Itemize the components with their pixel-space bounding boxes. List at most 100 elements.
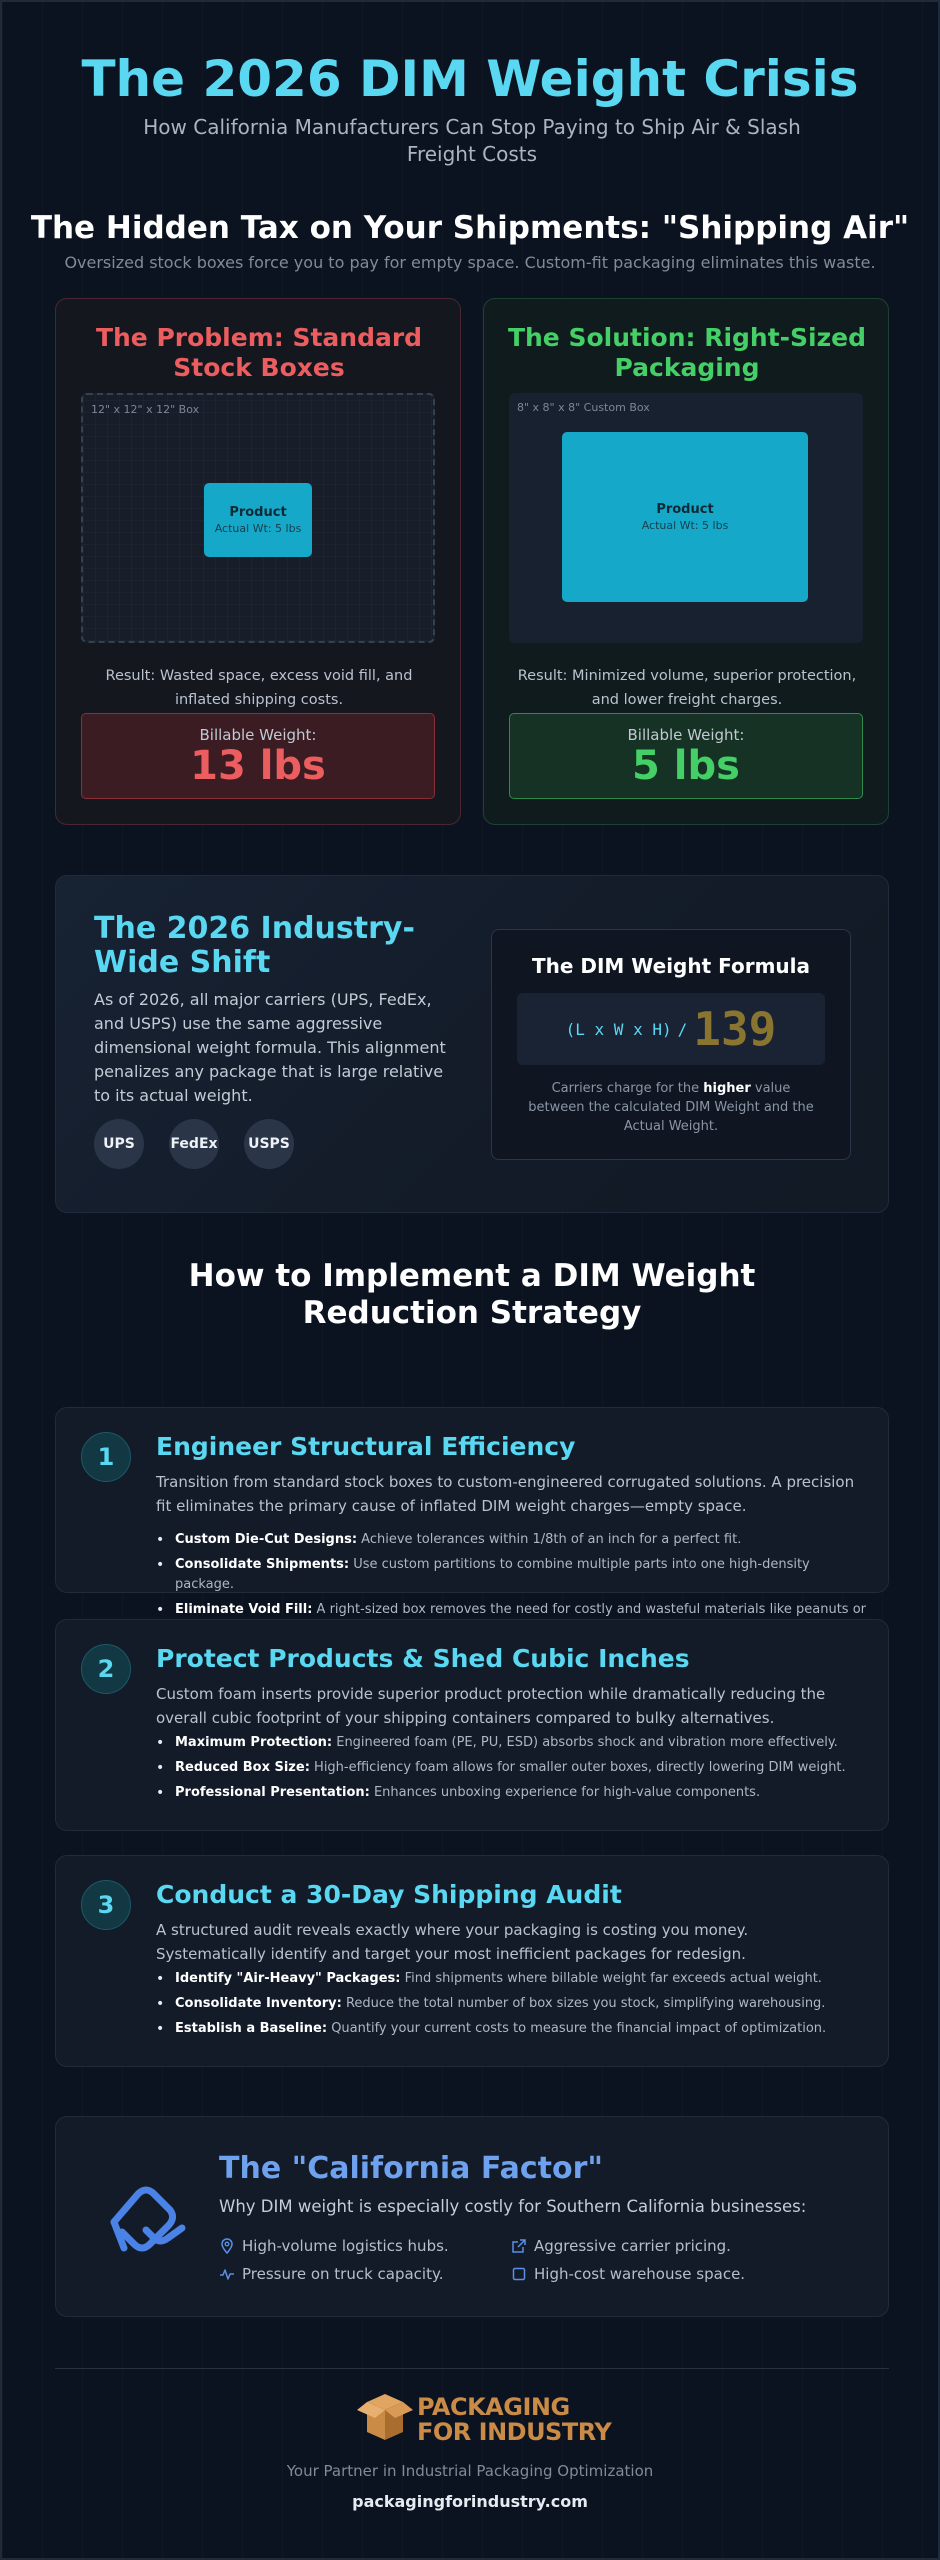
list-item: Professional Presentation: Enhances unbo… (156, 1783, 866, 1803)
california-item-text: Aggressive carrier pricing. (534, 2237, 731, 2255)
item-bold: Maximum Protection: (175, 1735, 333, 1750)
solution-billable-box: Billable Weight: 5 lbs (509, 713, 863, 799)
formula-note-bold: higher (703, 1081, 751, 1096)
website-link[interactable]: packagingforindustry.com (352, 2492, 588, 2511)
formula-box: (L x W x H) / 139 (517, 993, 825, 1065)
step-description: Transition from standard stock boxes to … (156, 1473, 855, 1515)
item-text: Enhances unboxing experience for high-va… (369, 1785, 761, 1800)
product-weight: Actual Wt: 5 lbs (214, 522, 302, 535)
california-logo-icon (110, 2186, 186, 2252)
carrier-ups-badge: UPS (94, 1119, 144, 1169)
item-text: Achieve tolerances within 1/8th of an in… (357, 1532, 742, 1547)
california-title: The "California Factor" (219, 2151, 603, 2186)
carrier-fedex-badge: FedEx (169, 1119, 219, 1169)
formula-divisor: 139 (693, 1002, 777, 1056)
formula-title: The DIM Weight Formula (531, 954, 811, 978)
strategy-title: How to Implement a DIM Weight Reduction … (188, 1258, 756, 1331)
product-name: Product (229, 505, 287, 520)
custom-box-diagram: 8" x 8" x 8" Custom Box Product Actual W… (509, 393, 863, 643)
formula-note-pre: Carriers charge for the (551, 1081, 704, 1096)
billable-value: 13 lbs (190, 743, 326, 789)
item-bold: Professional Presentation: (175, 1785, 370, 1800)
brand-line-2: FOR INDUSTRY (417, 2418, 612, 2446)
item-bold: Eliminate Void Fill: (175, 1602, 313, 1617)
footer-tagline: Your Partner in Industrial Packaging Opt… (286, 2462, 654, 2480)
solution-card: The Solution: Right-Sized Packaging 8" x… (483, 298, 889, 825)
shift-title: The 2026 Industry-Wide Shift (94, 911, 415, 980)
california-item: High-cost warehouse space. (511, 2265, 745, 2283)
step-number: 1 (81, 1432, 131, 1482)
list-item: Consolidate Inventory: Reduce the total … (156, 1994, 866, 2014)
formula-expression: (L x W x H) (565, 1019, 672, 1039)
step-card-1: 1 Engineer Structural Efficiency Transit… (55, 1407, 889, 1637)
step-description: Custom foam inserts provide superior pro… (156, 1685, 826, 1727)
dim-formula-card: The DIM Weight Formula (L x W x H) / 139… (491, 929, 851, 1160)
page-subtitle: How California Manufacturers Can Stop Pa… (143, 115, 801, 166)
solution-result: Result: Minimized volume, superior prote… (517, 668, 857, 708)
california-item-text: Pressure on truck capacity. (242, 2265, 444, 2283)
problem-billable-box: Billable Weight: 13 lbs (81, 713, 435, 799)
activity-icon (220, 2269, 234, 2280)
step-title: Conduct a 30-Day Shipping Audit (156, 1880, 622, 1909)
california-item: Pressure on truck capacity. (219, 2265, 443, 2283)
stock-box-label: 12" x 12" x 12" Box (91, 403, 200, 416)
step-number: 2 (81, 1644, 131, 1694)
problem-card: The Problem: Standard Stock Boxes 12" x … (55, 298, 461, 825)
billable-label: Billable Weight: (627, 726, 745, 744)
item-text: Engineered foam (PE, PU, ESD) absorbs sh… (332, 1735, 838, 1750)
shift-text: As of 2026, all major carriers (UPS, Fed… (94, 990, 446, 1105)
product-block: Product Actual Wt: 5 lbs (562, 432, 808, 602)
billable-value: 5 lbs (632, 743, 740, 789)
packaging-logo-icon (357, 2394, 413, 2440)
step-card-2: 2 Protect Products & Shed Cubic Inches C… (55, 1619, 889, 1831)
item-bold: Reduced Box Size: (175, 1760, 310, 1775)
solution-title: The Solution: Right-Sized Packaging (507, 323, 867, 382)
formula-note: Carriers charge for the higher value bet… (522, 1079, 820, 1136)
step-list: Identify "Air-Heavy" Packages: Find ship… (156, 1969, 866, 2044)
brand-line-1: PACKAGING (417, 2393, 570, 2421)
footer-divider (55, 2368, 889, 2369)
list-item: Custom Die-Cut Designs: Achieve toleranc… (156, 1530, 866, 1550)
item-bold: Establish a Baseline: (175, 2021, 328, 2036)
hidden-tax-subtitle: Oversized stock boxes force you to pay f… (64, 253, 876, 272)
item-text: Find shipments where billable weight far… (400, 1971, 822, 1986)
hidden-tax-title: The Hidden Tax on Your Shipments: "Shipp… (30, 210, 910, 246)
map-pin-icon (221, 2238, 233, 2254)
item-text: Quantify your current costs to measure t… (327, 2021, 827, 2036)
step-list: Custom Die-Cut Designs: Achieve toleranc… (156, 1530, 866, 1645)
square-icon (512, 2267, 526, 2281)
product-block: Product Actual Wt: 5 lbs (204, 483, 312, 557)
california-item-text: High-cost warehouse space. (534, 2265, 746, 2283)
item-bold: Identify "Air-Heavy" Packages: (175, 1971, 401, 1986)
product-weight: Actual Wt: 5 lbs (641, 519, 729, 532)
page-title: The 2026 DIM Weight Crisis (81, 50, 859, 108)
list-item: Identify "Air-Heavy" Packages: Find ship… (156, 1969, 866, 1989)
custom-box-label: 8" x 8" x 8" Custom Box (517, 401, 650, 414)
california-item-text: High-volume logistics hubs. (242, 2237, 449, 2255)
stock-box-diagram: 12" x 12" x 12" Box Product Actual Wt: 5… (81, 393, 435, 643)
list-item: Establish a Baseline: Quantify your curr… (156, 2019, 866, 2039)
step-description: A structured audit reveals exactly where… (156, 1921, 749, 1963)
list-item: Maximum Protection: Engineered foam (PE,… (156, 1733, 866, 1753)
formula-divide: / (677, 1019, 688, 1039)
problem-title: The Problem: Standard Stock Boxes (95, 323, 423, 382)
problem-result: Result: Wasted space, excess void fill, … (105, 668, 413, 708)
step-title: Engineer Structural Efficiency (156, 1432, 576, 1461)
billable-label: Billable Weight: (199, 726, 317, 744)
footer-brand: PACKAGING FOR INDUSTRY (417, 2393, 612, 2446)
item-text: Use custom partitions to combine multipl… (175, 1557, 810, 1592)
step-card-3: 3 Conduct a 30-Day Shipping Audit A stru… (55, 1855, 889, 2067)
list-item: Reduced Box Size: High-efficiency foam a… (156, 1758, 866, 1778)
california-subtitle: Why DIM weight is especially costly for … (219, 2197, 807, 2216)
item-text: Reduce the total number of box sizes you… (341, 1996, 826, 2011)
industry-shift-card: The 2026 Industry-Wide Shift As of 2026,… (55, 875, 889, 1213)
step-number: 3 (81, 1880, 131, 1930)
step-list: Maximum Protection: Engineered foam (PE,… (156, 1733, 866, 1808)
item-text: High-efficiency foam allows for smaller … (309, 1760, 846, 1775)
california-item: Aggressive carrier pricing. (511, 2237, 731, 2255)
item-bold: Custom Die-Cut Designs: (175, 1532, 358, 1547)
carrier-usps-badge: USPS (244, 1119, 294, 1169)
item-bold: Consolidate Shipments: (175, 1557, 350, 1572)
item-bold: Consolidate Inventory: (175, 1996, 342, 2011)
